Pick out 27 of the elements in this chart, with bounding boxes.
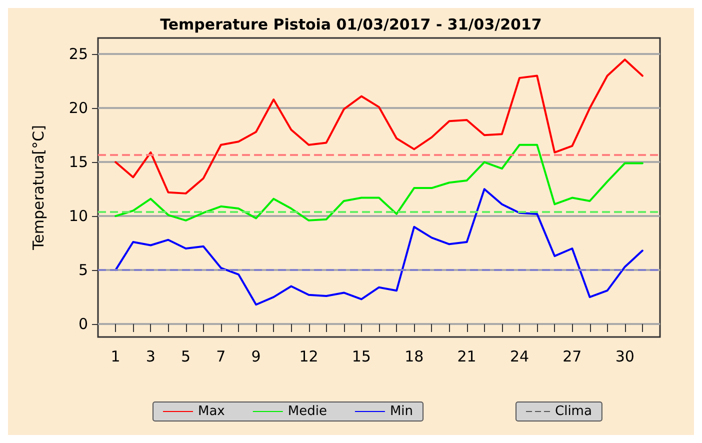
legend-label: Min xyxy=(390,404,414,419)
y-axis-title: Temperatura[°C] xyxy=(30,125,48,251)
y-tick-label: 10 xyxy=(68,207,88,226)
x-tick-label: 30 xyxy=(615,348,634,366)
y-tick-label: 5 xyxy=(78,261,88,280)
line-series xyxy=(114,188,644,306)
x-tick-label: 7 xyxy=(216,348,226,366)
x-tick-label: 27 xyxy=(562,348,582,366)
y-tick-label: 25 xyxy=(68,45,88,64)
x-tick-label: 9 xyxy=(251,348,261,366)
x-tick-label: 12 xyxy=(299,348,318,366)
line-series xyxy=(114,144,644,222)
x-tick-label: 5 xyxy=(181,348,191,366)
text: Clima xyxy=(555,404,592,419)
y-tick-label: 15 xyxy=(68,153,88,172)
x-tick-label: 15 xyxy=(352,348,371,366)
x-tick-label: 3 xyxy=(146,348,156,366)
x-tick-label: 24 xyxy=(510,348,530,366)
x-tick-label: 18 xyxy=(404,348,424,366)
y-tick-label: 20 xyxy=(68,99,88,118)
x-tick-label: 21 xyxy=(457,348,476,366)
y-tick-label: 0 xyxy=(78,315,88,334)
chart-title: Temperature Pistoia 01/03/2017 - 31/03/2017 xyxy=(160,16,542,34)
line-series xyxy=(114,58,644,194)
legend-label: Medie xyxy=(288,404,327,419)
x-tick-label: 1 xyxy=(110,348,120,366)
legend-label: Max xyxy=(198,404,226,419)
